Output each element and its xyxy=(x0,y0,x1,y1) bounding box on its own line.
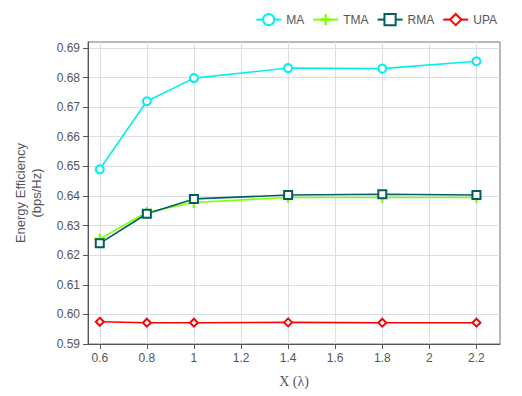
svg-text:0.68: 0.68 xyxy=(57,71,81,85)
svg-text:Energy Efficiency: Energy Efficiency xyxy=(13,142,28,243)
svg-text:1.4: 1.4 xyxy=(280,351,297,365)
svg-text:0.63: 0.63 xyxy=(57,219,81,233)
svg-text:1: 1 xyxy=(191,351,198,365)
svg-text:1.8: 1.8 xyxy=(374,351,391,365)
svg-text:0.67: 0.67 xyxy=(57,100,81,114)
svg-text:1.6: 1.6 xyxy=(327,351,344,365)
svg-text:(bps/Hz): (bps/Hz) xyxy=(29,168,44,217)
svg-text:0.64: 0.64 xyxy=(57,189,81,203)
svg-text:0.65: 0.65 xyxy=(57,159,81,173)
svg-text:2: 2 xyxy=(426,351,433,365)
svg-text:0.59: 0.59 xyxy=(57,337,81,351)
svg-text:MA: MA xyxy=(286,13,304,27)
svg-text:0.8: 0.8 xyxy=(139,351,156,365)
svg-text:0.69: 0.69 xyxy=(57,41,81,55)
svg-text:TMA: TMA xyxy=(343,13,368,27)
svg-text:2.2: 2.2 xyxy=(468,351,485,365)
svg-text:0.62: 0.62 xyxy=(57,248,81,262)
svg-text:RMA: RMA xyxy=(408,13,435,27)
svg-text:UPA: UPA xyxy=(473,13,497,27)
svg-text:0.6: 0.6 xyxy=(91,351,108,365)
svg-text:0.60: 0.60 xyxy=(57,307,81,321)
svg-text:0.61: 0.61 xyxy=(57,278,81,292)
svg-text:X (λ): X (λ) xyxy=(279,374,309,390)
svg-text:1.2: 1.2 xyxy=(233,351,250,365)
svg-text:0.66: 0.66 xyxy=(57,130,81,144)
